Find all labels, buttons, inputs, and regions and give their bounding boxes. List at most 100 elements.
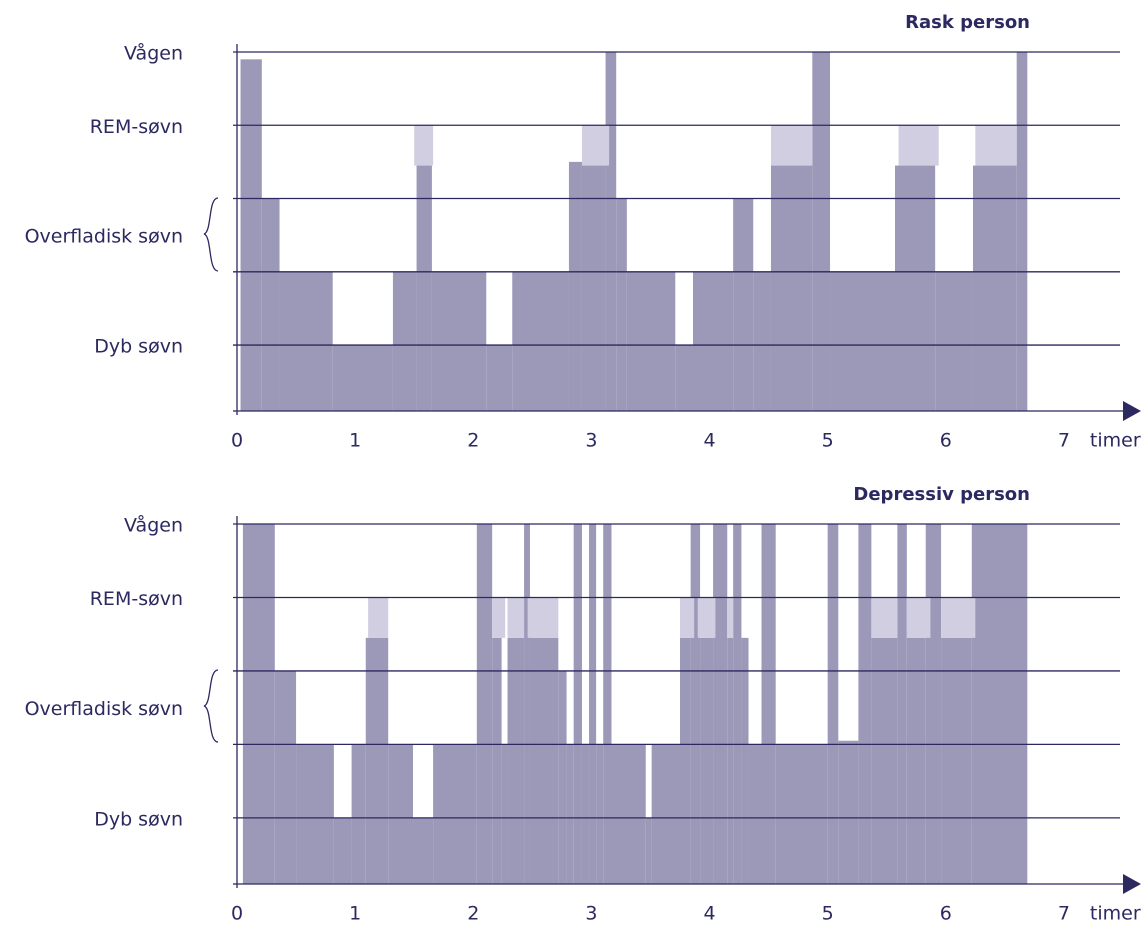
step-bar bbox=[581, 744, 590, 884]
step-bar bbox=[351, 744, 366, 884]
x-axis-label: timer bbox=[1090, 903, 1141, 925]
x-tick-label: 2 bbox=[467, 903, 479, 925]
x-tick-label: 7 bbox=[1058, 430, 1070, 452]
step-bar bbox=[492, 637, 502, 884]
step-bar bbox=[733, 524, 742, 884]
step-bar bbox=[524, 524, 530, 884]
rem-highlight bbox=[507, 597, 525, 638]
step-bar bbox=[971, 524, 1028, 884]
step-bar bbox=[332, 345, 393, 411]
step-bar bbox=[858, 524, 872, 884]
step-bar bbox=[770, 165, 813, 411]
step-bar bbox=[626, 271, 676, 411]
step-bar bbox=[830, 271, 896, 411]
y-tick-label: Dyb søvn bbox=[94, 808, 183, 830]
step-bar bbox=[596, 744, 604, 884]
x-tick-label: 6 bbox=[940, 430, 952, 452]
step-bar bbox=[935, 271, 973, 411]
step-bar bbox=[871, 637, 898, 884]
brace bbox=[203, 197, 219, 272]
y-tick-label: REM-søvn bbox=[90, 588, 183, 610]
step-bar bbox=[941, 637, 972, 884]
rem-highlight bbox=[368, 597, 389, 638]
step-bar bbox=[605, 52, 617, 411]
x-tick-label: 1 bbox=[349, 903, 361, 925]
rem-highlight bbox=[414, 125, 434, 166]
step-bar bbox=[413, 817, 434, 884]
step-bar bbox=[1016, 52, 1028, 411]
step-bar bbox=[476, 524, 493, 884]
step-bar bbox=[827, 524, 839, 884]
step-bar bbox=[748, 744, 762, 884]
y-tick-label: Dyb søvn bbox=[94, 336, 183, 358]
y-tick-label: Overfladisk søvn bbox=[25, 226, 183, 248]
y-tick-label: Vågen bbox=[124, 514, 183, 537]
x-tick-label: 3 bbox=[585, 903, 597, 925]
step-bar bbox=[529, 637, 559, 884]
brace bbox=[203, 669, 219, 743]
step-bar bbox=[392, 271, 417, 411]
step-bar bbox=[680, 637, 691, 884]
rem-highlight bbox=[697, 597, 716, 638]
step-bar bbox=[431, 271, 487, 411]
x-tick-label: 5 bbox=[822, 903, 834, 925]
step-bar bbox=[651, 744, 680, 884]
step-bar bbox=[812, 52, 831, 411]
step-bar bbox=[838, 740, 859, 884]
step-bar bbox=[333, 817, 352, 884]
chart-title: Depressiv person bbox=[853, 484, 1030, 505]
x-tick-label: 1 bbox=[349, 430, 361, 452]
step-bar bbox=[972, 165, 1017, 411]
step-bar bbox=[501, 744, 508, 884]
step-bar bbox=[279, 271, 333, 411]
step-bar bbox=[261, 198, 280, 411]
step-bar bbox=[753, 271, 771, 411]
step-bar bbox=[700, 637, 714, 884]
step-bar bbox=[895, 165, 936, 411]
axis-arrow bbox=[1123, 874, 1141, 894]
step-bar bbox=[512, 271, 569, 411]
rem-highlight bbox=[770, 125, 813, 166]
step-bar bbox=[274, 670, 297, 884]
step-bar bbox=[568, 161, 582, 411]
step-bar bbox=[645, 817, 652, 884]
chart-title: Rask person bbox=[905, 12, 1030, 33]
x-tick-label: 0 bbox=[231, 903, 243, 925]
step-bar bbox=[690, 524, 701, 884]
rem-highlight bbox=[680, 597, 695, 638]
step-bar bbox=[906, 637, 926, 884]
step-bar bbox=[925, 524, 942, 884]
step-bar bbox=[733, 198, 754, 411]
step-bar bbox=[727, 637, 734, 884]
step-bar bbox=[566, 744, 574, 884]
rem-highlight bbox=[898, 125, 939, 166]
step-bar bbox=[603, 524, 612, 884]
step-bar bbox=[741, 637, 749, 884]
step-bar bbox=[611, 744, 646, 884]
step-bar bbox=[675, 345, 693, 411]
rem-highlight bbox=[727, 597, 734, 638]
rem-highlight bbox=[527, 597, 559, 638]
rem-highlight bbox=[581, 125, 610, 166]
step-bar bbox=[240, 59, 262, 411]
step-bar bbox=[365, 637, 389, 884]
step-bar bbox=[573, 524, 582, 884]
x-tick-label: 7 bbox=[1058, 903, 1070, 925]
x-tick-label: 0 bbox=[231, 430, 243, 452]
step-bar bbox=[616, 198, 627, 411]
x-tick-label: 6 bbox=[940, 903, 952, 925]
step-bar bbox=[433, 744, 477, 884]
x-tick-label: 5 bbox=[822, 430, 834, 452]
rem-highlight bbox=[941, 597, 976, 638]
step-bar bbox=[692, 271, 734, 411]
step-bar bbox=[558, 670, 567, 884]
step-bar bbox=[486, 345, 513, 411]
step-bar bbox=[242, 524, 275, 884]
step-bar bbox=[507, 637, 525, 884]
x-tick-label: 3 bbox=[585, 430, 597, 452]
axis-arrow bbox=[1123, 401, 1141, 421]
x-tick-label: 4 bbox=[703, 430, 715, 452]
rem-highlight bbox=[492, 597, 506, 638]
step-bar bbox=[296, 744, 334, 884]
x-tick-label: 2 bbox=[467, 430, 479, 452]
